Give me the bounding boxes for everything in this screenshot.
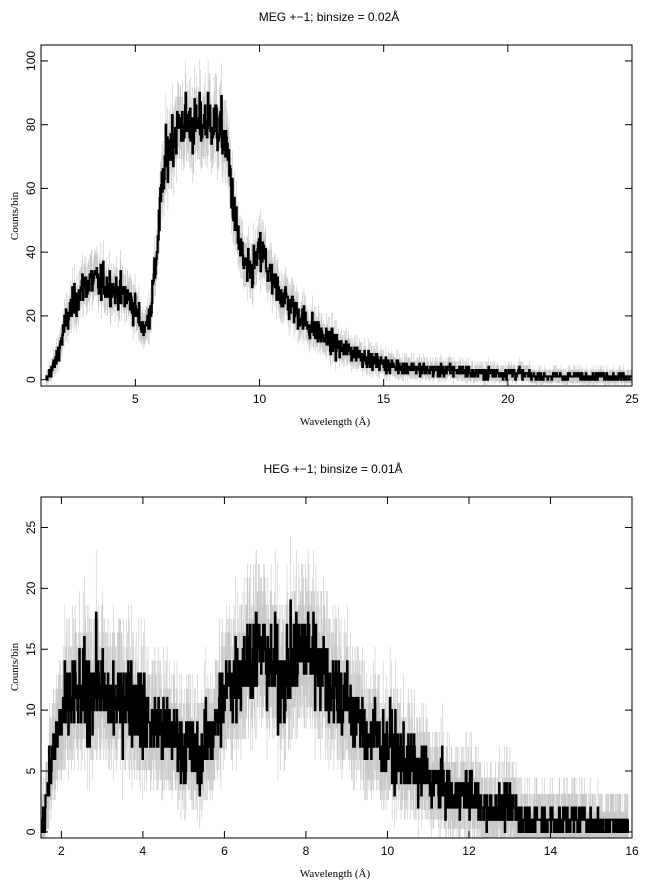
meg-y-ticks: 0 20 40 60 80 100 — [24, 51, 632, 383]
heg-plot-frame — [40, 496, 633, 839]
meg-title: MEG +−1; binsize = 0.02Å — [259, 9, 399, 24]
meg-y-tick-label: 100 — [24, 51, 38, 71]
meg-x-tick-label: 15 — [377, 392, 391, 406]
heg-x-tick-label: 4 — [140, 844, 147, 858]
meg-x-tick-label: 10 — [253, 392, 267, 406]
heg-x-tick-label: 8 — [303, 844, 310, 858]
meg-y-tick-label: 0 — [24, 376, 38, 383]
heg-y-tick-label: 0 — [24, 828, 38, 835]
meg-x-tick-label: 5 — [132, 392, 139, 406]
meg-y-tick-label: 20 — [24, 309, 38, 323]
meg-y-tick-label: 60 — [24, 181, 38, 195]
meg-curve — [45, 91, 633, 381]
meg-x-ticks: 5 10 15 20 25 — [132, 45, 639, 406]
heg-spectrum-line — [40, 599, 630, 834]
meg-x-axis-label: Wavelength (Å) — [300, 416, 371, 428]
heg-x-tick-label: 2 — [58, 844, 65, 858]
heg-y-tick-label: 20 — [24, 581, 38, 595]
heg-y-axis-label: Counts/bin — [9, 642, 21, 691]
heg-y-tick-label: 5 — [24, 767, 38, 774]
meg-y-axis-label: Counts/bin — [9, 191, 21, 240]
heg-y-tick-label: 10 — [24, 703, 38, 717]
meg-x-tick-label: 25 — [625, 392, 639, 406]
meg-y-tick-label: 40 — [24, 245, 38, 259]
meg-y-tick-label: 80 — [24, 118, 38, 132]
meg-x-tick-label: 20 — [501, 392, 515, 406]
heg-x-axis-label: Wavelength (Å) — [300, 868, 371, 880]
heg-panel: HEG +−1; binsize = 0.01Å 2 4 6 8 10 12 14 16 0 5… — [9, 461, 639, 880]
meg-error-bars — [45, 59, 633, 385]
heg-x-tick-label: 12 — [462, 844, 476, 858]
heg-x-ticks: 2 4 6 8 10 12 14 16 — [58, 497, 639, 858]
heg-y-tick-label: 15 — [24, 642, 38, 656]
heg-x-tick-label: 6 — [221, 844, 228, 858]
heg-y-tick-label: 25 — [24, 520, 38, 534]
meg-error-bar-path — [45, 59, 633, 385]
meg-plot-frame — [40, 44, 633, 387]
heg-title: HEG +−1; binsize = 0.01Å — [263, 461, 402, 476]
heg-y-ticks: 0 5 10 15 20 25 — [24, 520, 632, 835]
heg-curve — [40, 599, 630, 834]
meg-panel: MEG +−1; binsize = 0.02Å 5 10 15 20 25 0 20 40… — [9, 9, 639, 428]
meg-spectrum-line — [45, 91, 633, 381]
heg-x-tick-label: 16 — [625, 844, 639, 858]
heg-x-tick-label: 14 — [544, 844, 558, 858]
heg-x-tick-label: 10 — [381, 844, 395, 858]
